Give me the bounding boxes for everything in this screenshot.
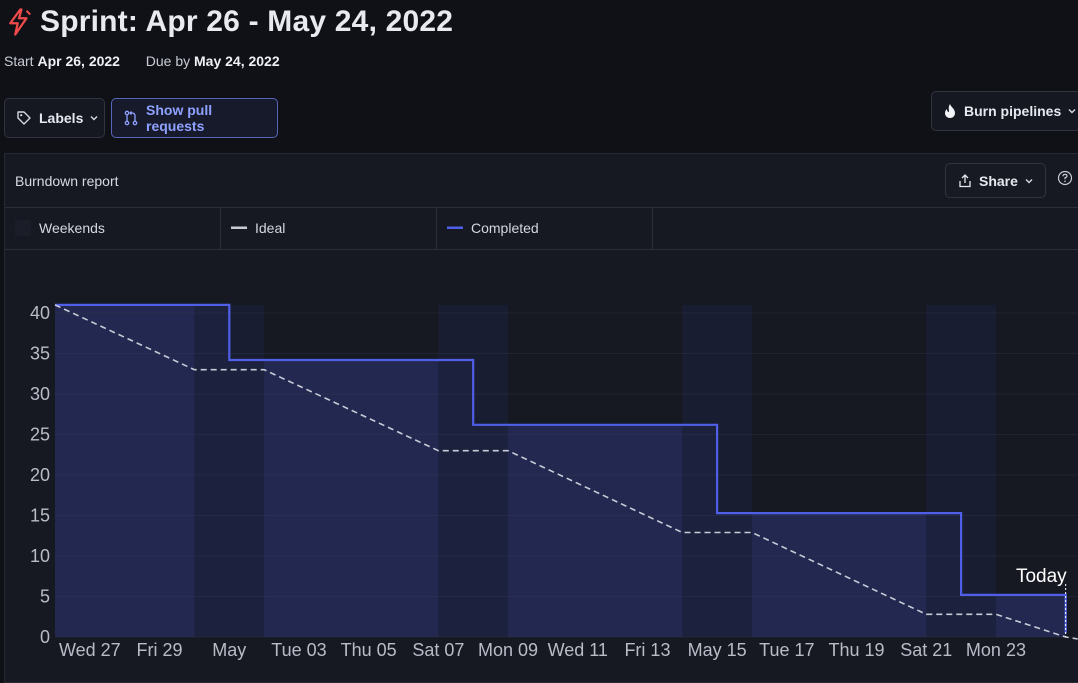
completed-area	[55, 304, 1066, 637]
y-tick-label: 0	[40, 627, 50, 647]
sprint-dates: Start Apr 26, 2022 Due by May 24, 2022	[4, 53, 280, 69]
x-tick-label: Tue 03	[271, 640, 326, 660]
start-date: Apr 26, 2022	[37, 53, 120, 69]
page-title: Sprint: Apr 26 - May 24, 2022	[40, 5, 454, 38]
show-pull-requests-button[interactable]: Show pull requests	[111, 98, 278, 138]
legend-completed[interactable]: Completed	[437, 207, 653, 249]
pull-request-icon	[124, 110, 138, 126]
x-tick-label: May	[212, 640, 246, 660]
completed-line-icon	[447, 226, 463, 229]
due-label: Due by	[145, 53, 191, 69]
y-tick-label: 15	[30, 506, 50, 526]
y-tick-label: 20	[30, 465, 50, 485]
x-tick-label: Sat 21	[900, 640, 952, 660]
flame-icon	[945, 104, 955, 118]
y-tick-label: 10	[30, 546, 50, 566]
x-tick-label: Thu 19	[829, 640, 885, 660]
chart-legend: Weekends Ideal Completed	[5, 207, 1078, 250]
show-pull-requests-text: Show pull requests	[146, 102, 213, 134]
chevron-down-icon	[1025, 178, 1033, 183]
legend-weekends[interactable]: Weekends	[5, 207, 221, 249]
y-tick-label: 5	[40, 587, 50, 607]
sprint-header: Sprint: Apr 26 - May 24, 2022	[4, 2, 453, 42]
share-button-text: Share	[979, 172, 1018, 189]
chevron-down-icon	[1068, 109, 1076, 114]
y-tick-label: 30	[30, 384, 50, 404]
x-tick-label: Fri 13	[624, 640, 670, 660]
legend-completed-label: Completed	[471, 220, 539, 236]
x-tick-label: Sat 07	[412, 640, 464, 660]
x-tick-label: Mon 09	[478, 640, 538, 660]
y-tick-label: 35	[30, 344, 50, 364]
ideal-line-icon	[231, 226, 247, 229]
legend-weekends-label: Weekends	[39, 220, 105, 236]
chevron-down-icon	[90, 116, 98, 121]
x-tick-label: Fri 29	[137, 640, 183, 660]
weekend-swatch-icon	[15, 220, 31, 236]
x-tick-label: Wed 11	[548, 640, 608, 660]
due-date: May 24, 2022	[194, 53, 280, 69]
legend-ideal-label: Ideal	[255, 220, 286, 236]
ideal-series-line	[54, 304, 1078, 640]
start-label: Start	[4, 53, 34, 69]
share-icon	[959, 173, 971, 187]
labels-button-text: Labels	[39, 110, 84, 126]
y-tick-label: 40	[30, 303, 50, 323]
x-tick-label: Thu 05	[341, 640, 397, 660]
labels-button[interactable]: Labels	[4, 98, 105, 138]
tag-icon	[17, 111, 31, 125]
today-label: Today	[1016, 566, 1067, 587]
x-tick-label: Wed 27	[59, 640, 121, 660]
legend-ideal[interactable]: Ideal	[221, 207, 437, 249]
report-title: Burndown report	[15, 173, 119, 189]
x-tick-label: Mon 23	[966, 640, 1026, 660]
weekend-band-1	[438, 304, 509, 637]
sprint-bolt-icon	[9, 8, 31, 36]
panel-header: Burndown report	[5, 154, 1078, 208]
x-tick-label: May 15	[688, 640, 747, 660]
y-tick-label: 25	[30, 425, 50, 445]
burn-pipelines-text: Burn pipelines	[964, 103, 1062, 119]
help-icon[interactable]	[1057, 170, 1073, 186]
share-button[interactable]: Share	[945, 163, 1046, 198]
burn-pipelines-button[interactable]: Burn pipelines	[931, 91, 1078, 131]
x-tick-label: Tue 17	[759, 640, 814, 660]
completed-series-line	[55, 303, 1067, 633]
